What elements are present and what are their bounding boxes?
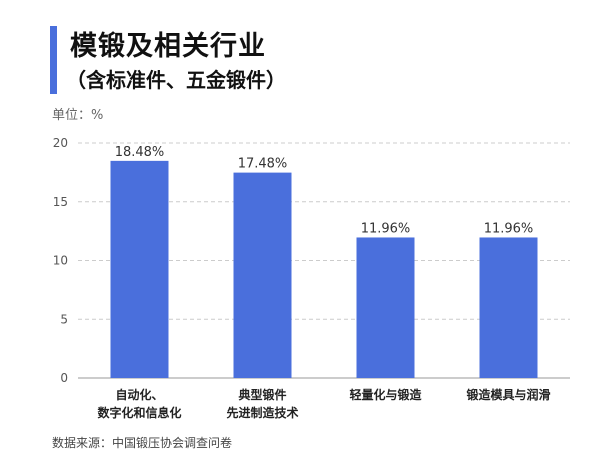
data-label: 18.48% [115, 145, 165, 160]
x-tick-label: 典型锻件 [238, 387, 286, 402]
bar [110, 160, 169, 378]
data-label: 17.48% [238, 157, 288, 172]
data-label: 11.96% [361, 221, 411, 236]
data-source: 数据来源：中国锻压协会调查问卷 [52, 436, 233, 450]
unit-label: 单位：% [52, 108, 104, 123]
data-label: 11.96% [484, 221, 534, 236]
chart-subtitle: （含标准件、五金锻件） [66, 68, 286, 92]
x-tick-label: 先进制造技术 [226, 405, 298, 420]
y-tick-label: 10 [53, 254, 68, 268]
bar [233, 172, 292, 378]
x-tick-label: 锻造模具与润滑 [466, 387, 550, 402]
x-tick-label: 数字化和信息化 [97, 405, 181, 420]
bar [479, 237, 538, 378]
chart-title: 模锻及相关行业 [70, 31, 266, 62]
y-tick-label: 0 [60, 371, 68, 385]
title-accent-bar [50, 26, 57, 94]
y-tick-label: 20 [53, 136, 68, 150]
x-tick-label: 自动化、 [115, 387, 163, 402]
y-tick-label: 15 [53, 195, 68, 209]
y-tick-label: 5 [60, 312, 68, 326]
x-tick-label: 轻量化与锻造 [349, 387, 422, 402]
bar [356, 237, 415, 378]
